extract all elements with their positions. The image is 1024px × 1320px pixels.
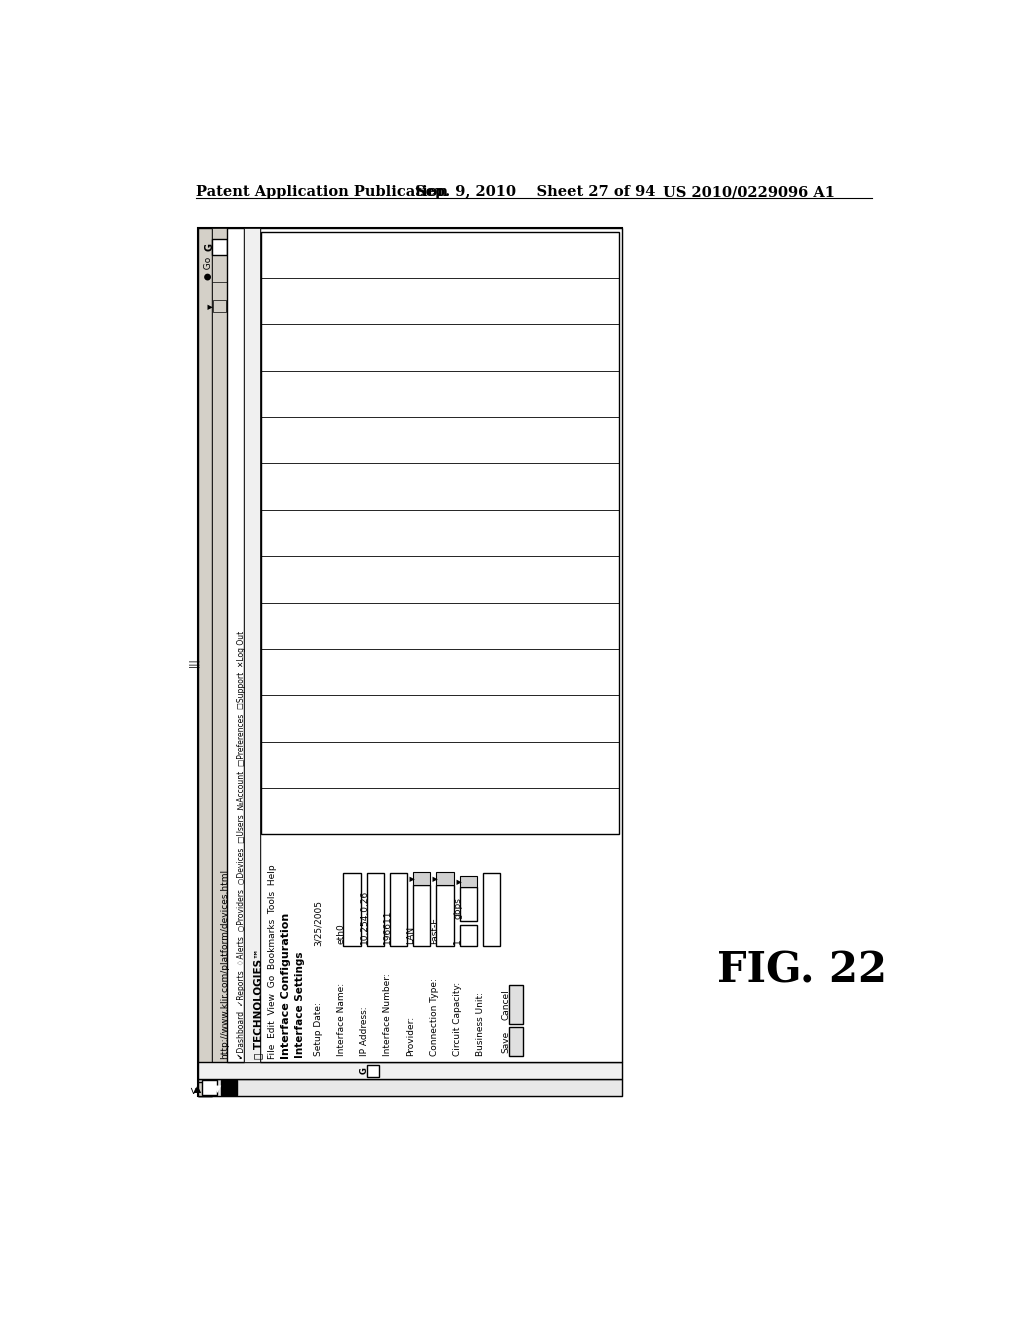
Text: <: <	[188, 1085, 199, 1093]
Polygon shape	[212, 255, 227, 281]
Polygon shape	[414, 884, 430, 946]
Polygon shape	[198, 227, 212, 1096]
Text: Connection Type:: Connection Type:	[430, 978, 438, 1056]
Polygon shape	[483, 873, 500, 946]
Text: Interface Settings: Interface Settings	[295, 952, 305, 1057]
Polygon shape	[212, 239, 227, 255]
Text: ▼: ▼	[208, 304, 214, 309]
Text: Fast-E: Fast-E	[430, 917, 438, 944]
Polygon shape	[367, 1065, 379, 1077]
Text: gbps: gbps	[453, 898, 462, 919]
Text: File  Edit  View  Go  Bookmarks  Tools  Help: File Edit View Go Bookmarks Tools Help	[268, 865, 276, 1059]
Text: US 2010/0229096 A1: US 2010/0229096 A1	[663, 185, 835, 199]
Text: G: G	[204, 243, 214, 251]
Text: G: G	[359, 1068, 369, 1074]
Text: Save: Save	[502, 1031, 511, 1053]
Polygon shape	[213, 300, 225, 313]
Polygon shape	[390, 873, 407, 946]
Text: 3/25/2005: 3/25/2005	[313, 900, 323, 946]
Polygon shape	[509, 985, 523, 1024]
Text: ▼: ▼	[433, 875, 439, 880]
Text: ▼: ▼	[457, 879, 463, 884]
Text: ✔Dashboard  ✓Reports  ♢Alerts  ○Providers  ○Devices  □Users  №Account  □Preferen: ✔Dashboard ✓Reports ♢Alerts ○Providers ○…	[237, 631, 246, 1059]
Polygon shape	[245, 227, 260, 1063]
Text: Interface Configuration: Interface Configuration	[281, 913, 291, 1059]
Polygon shape	[436, 873, 454, 884]
Text: FIG. 22: FIG. 22	[717, 950, 887, 991]
Polygon shape	[198, 1063, 623, 1080]
Text: ▶: ▶	[194, 1084, 203, 1092]
Text: Interface Number:: Interface Number:	[383, 973, 392, 1056]
Text: Circuit Capacity:: Circuit Capacity:	[453, 982, 462, 1056]
Polygon shape	[436, 884, 454, 946]
Polygon shape	[414, 873, 430, 884]
Polygon shape	[202, 1080, 217, 1096]
Text: |||: |||	[188, 657, 199, 667]
Text: Sep. 9, 2010    Sheet 27 of 94: Sep. 9, 2010 Sheet 27 of 94	[415, 185, 655, 199]
Text: IP Address:: IP Address:	[360, 1007, 369, 1056]
Polygon shape	[460, 876, 477, 887]
Polygon shape	[212, 227, 227, 1096]
Text: Interface Name:: Interface Name:	[337, 983, 346, 1056]
Text: ◀: ◀	[213, 1084, 222, 1092]
Polygon shape	[367, 873, 384, 946]
Text: 1: 1	[453, 939, 462, 944]
Polygon shape	[460, 887, 477, 921]
Polygon shape	[260, 227, 623, 1063]
Text: Setup Date:: Setup Date:	[313, 1002, 323, 1056]
Text: Provider:: Provider:	[407, 1016, 416, 1056]
Text: Patent Application Publication: Patent Application Publication	[197, 185, 449, 199]
Text: LAN: LAN	[407, 925, 416, 944]
Text: ▼: ▼	[411, 875, 417, 880]
Polygon shape	[460, 924, 477, 946]
Polygon shape	[198, 1080, 623, 1096]
Text: 10.254.0.26: 10.254.0.26	[360, 890, 369, 944]
Text: Business Unit:: Business Unit:	[476, 993, 485, 1056]
Text: eth0: eth0	[337, 923, 346, 944]
Polygon shape	[343, 873, 360, 946]
Text: Ⓚ TECHNOLOGIES™: Ⓚ TECHNOLOGIES™	[253, 949, 263, 1059]
Text: Cancel: Cancel	[502, 989, 511, 1020]
Polygon shape	[221, 1080, 237, 1096]
Text: http://www.klir.com/platform/devices.html: http://www.klir.com/platform/devices.htm…	[220, 869, 229, 1059]
Text: ● Go: ● Go	[204, 257, 213, 280]
Polygon shape	[227, 227, 245, 1063]
Polygon shape	[198, 1082, 212, 1096]
Text: 196611: 196611	[383, 909, 392, 944]
Polygon shape	[509, 1027, 523, 1056]
Polygon shape	[198, 227, 623, 1096]
Polygon shape	[261, 231, 618, 834]
